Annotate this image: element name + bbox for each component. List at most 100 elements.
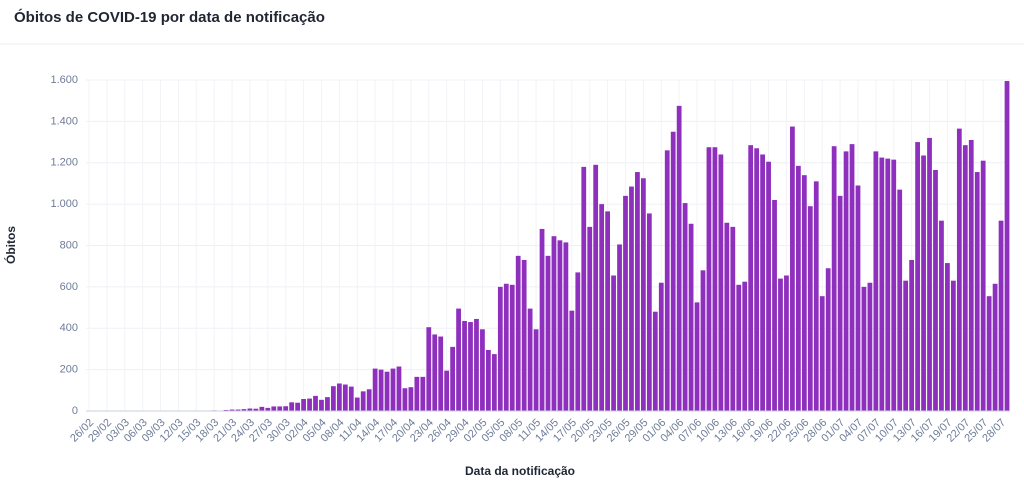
bar xyxy=(694,302,700,411)
bar xyxy=(921,155,926,411)
y-tick-label: 1.000 xyxy=(50,198,78,210)
bar xyxy=(778,278,783,411)
bar xyxy=(378,369,384,411)
bar xyxy=(491,354,497,411)
bar xyxy=(688,223,694,411)
bar xyxy=(736,284,742,411)
bar xyxy=(515,255,521,411)
bar xyxy=(760,154,765,411)
bar xyxy=(664,150,670,411)
bar xyxy=(992,283,998,411)
bar xyxy=(784,275,789,411)
bar xyxy=(646,213,652,411)
bar xyxy=(712,147,718,411)
bar xyxy=(617,244,622,411)
bar xyxy=(420,376,426,411)
bar xyxy=(539,228,545,411)
bar xyxy=(384,371,390,411)
bar xyxy=(533,329,539,411)
bar xyxy=(253,408,259,411)
bar xyxy=(307,398,312,411)
bar xyxy=(474,318,479,411)
bar xyxy=(903,280,909,411)
x-axis-title: Data da notificação xyxy=(465,464,575,478)
bar xyxy=(229,409,235,411)
bar xyxy=(730,226,736,411)
bar xyxy=(962,145,968,411)
bar xyxy=(509,284,515,411)
bar xyxy=(682,203,688,411)
bar xyxy=(563,242,569,411)
bar xyxy=(724,222,730,411)
bar xyxy=(396,366,402,411)
bar xyxy=(611,275,616,411)
y-tick-label: 800 xyxy=(60,239,78,251)
bar xyxy=(772,199,777,411)
bar xyxy=(360,391,366,411)
bar xyxy=(670,131,676,411)
bar xyxy=(813,181,819,411)
bar xyxy=(259,406,265,411)
bar xyxy=(825,268,831,411)
bar xyxy=(289,402,295,411)
bar xyxy=(265,407,271,411)
bar xyxy=(885,158,891,411)
bar xyxy=(319,399,324,411)
bar xyxy=(831,146,837,411)
bar xyxy=(503,283,509,411)
bar xyxy=(950,280,956,411)
bar xyxy=(521,259,527,411)
bar xyxy=(336,383,342,411)
bar xyxy=(480,329,485,411)
y-tick-label: 600 xyxy=(60,281,78,293)
bar xyxy=(956,128,962,411)
bar xyxy=(700,270,706,411)
bar xyxy=(402,388,408,411)
bar xyxy=(652,311,658,411)
bar xyxy=(939,220,944,411)
bar xyxy=(593,164,599,411)
bar xyxy=(283,406,289,411)
bar xyxy=(795,165,801,411)
bar xyxy=(342,384,348,411)
bar xyxy=(748,145,754,411)
bar xyxy=(581,166,587,411)
bar xyxy=(587,226,593,411)
bar xyxy=(569,310,575,411)
bar xyxy=(819,296,825,411)
bar xyxy=(790,126,795,411)
chart-title: Óbitos de COVID-19 por data de notificaç… xyxy=(14,8,325,26)
bar xyxy=(599,204,605,411)
bar xyxy=(241,409,247,411)
bar xyxy=(426,327,432,411)
bar xyxy=(557,240,563,411)
bar xyxy=(640,178,646,411)
bar xyxy=(855,185,861,411)
bar xyxy=(468,322,473,411)
bar xyxy=(968,139,974,411)
bar xyxy=(223,409,229,411)
bar xyxy=(897,189,903,411)
bar xyxy=(348,386,354,411)
bar xyxy=(676,105,682,411)
bar xyxy=(658,282,664,411)
bar xyxy=(635,172,640,411)
bar xyxy=(432,334,438,411)
bar xyxy=(486,349,491,411)
bar xyxy=(867,282,873,411)
bar xyxy=(974,172,980,411)
bar xyxy=(879,157,885,411)
bar xyxy=(366,389,372,411)
bar xyxy=(247,408,253,411)
bar xyxy=(909,259,915,411)
bar xyxy=(766,161,771,411)
bar xyxy=(462,321,467,411)
bar xyxy=(301,399,306,411)
bar xyxy=(843,151,849,411)
bar xyxy=(331,386,336,411)
bar xyxy=(313,395,318,411)
y-tick-label: 1.600 xyxy=(50,74,78,86)
bar xyxy=(325,397,330,411)
bar xyxy=(933,169,938,411)
bar xyxy=(414,376,420,411)
